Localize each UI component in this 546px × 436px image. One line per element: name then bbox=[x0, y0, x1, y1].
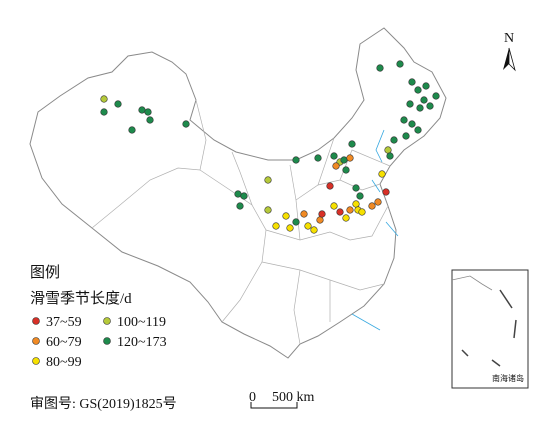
ski-resort-point bbox=[282, 212, 290, 220]
ski-resort-point bbox=[318, 210, 326, 218]
ski-resort-point bbox=[286, 224, 294, 232]
legend-subtitle: 滑雪季节长度/d bbox=[30, 290, 132, 307]
ski-resort-point bbox=[384, 146, 392, 154]
legend-item: 37~59 bbox=[46, 315, 82, 330]
ski-resort-point bbox=[264, 206, 272, 214]
ski-resort-point bbox=[348, 140, 356, 148]
ski-resort-point bbox=[396, 60, 404, 68]
ski-resort-point bbox=[390, 136, 398, 144]
ski-resort-point bbox=[326, 182, 334, 190]
ski-resort-point bbox=[292, 156, 300, 164]
ski-resort-point bbox=[314, 154, 322, 162]
ski-resort-point bbox=[340, 156, 348, 164]
ski-resort-point bbox=[182, 120, 190, 128]
ski-resort-point bbox=[304, 222, 312, 230]
ski-resort-point bbox=[368, 202, 376, 210]
ski-resort-point bbox=[378, 170, 386, 178]
ski-resort-point bbox=[342, 214, 350, 222]
ski-resort-point bbox=[382, 188, 390, 196]
north-label: N bbox=[504, 31, 514, 46]
legend: 图例 滑雪季节长度/d 37~59 60~79 80~99 100~119 12… bbox=[30, 264, 167, 370]
inset: 南海诸岛 bbox=[451, 269, 529, 389]
ski-resort-point bbox=[310, 226, 318, 234]
legend-item: 80~99 bbox=[46, 355, 82, 370]
ski-resort-point bbox=[240, 192, 248, 200]
scale-end: 500 km bbox=[272, 390, 315, 405]
inset-label: 南海诸岛 bbox=[492, 373, 524, 383]
ski-resort-point bbox=[138, 106, 146, 114]
ski-resort-point bbox=[416, 104, 424, 112]
ski-resort-point bbox=[346, 154, 354, 162]
ski-resort-point bbox=[406, 100, 414, 108]
ski-resort-point bbox=[408, 120, 416, 128]
ski-resort-point bbox=[114, 100, 122, 108]
ski-resort-point bbox=[386, 152, 394, 160]
legend-title: 图例 bbox=[30, 264, 60, 281]
ski-resort-point bbox=[330, 202, 338, 210]
ski-resort-point bbox=[352, 200, 360, 208]
rivers bbox=[351, 129, 399, 331]
ski-resort-point bbox=[100, 95, 108, 103]
ski-resort-point bbox=[264, 176, 272, 184]
ski-resort-point bbox=[352, 184, 360, 192]
ski-resort-point bbox=[358, 208, 366, 216]
ski-resort-point bbox=[128, 126, 136, 134]
ski-resort-point bbox=[100, 108, 108, 116]
ski-resort-point bbox=[332, 162, 340, 170]
ski-resort-point bbox=[300, 210, 308, 218]
ski-resort-point bbox=[432, 92, 440, 100]
ski-resort-point bbox=[422, 82, 430, 90]
ski-resort-point bbox=[316, 216, 324, 224]
ski-resort-point bbox=[356, 192, 364, 200]
north-arrow: N bbox=[503, 31, 516, 72]
legend-item: 120~173 bbox=[117, 335, 167, 350]
legend-item: 60~79 bbox=[46, 335, 82, 350]
ski-resort-point bbox=[414, 86, 422, 94]
scale-bar: 0 500 km bbox=[249, 390, 315, 409]
ski-resort-point bbox=[292, 218, 300, 226]
ski-resort-point bbox=[376, 64, 384, 72]
approval-number: 审图号: GS(2019)1825号 bbox=[30, 396, 177, 412]
ski-resort-point bbox=[374, 198, 382, 206]
ski-resort-point bbox=[146, 116, 154, 124]
ski-resort-point bbox=[272, 222, 280, 230]
ski-resort-point bbox=[234, 190, 242, 198]
ski-resort-point bbox=[420, 96, 428, 104]
scale-start: 0 bbox=[249, 390, 256, 405]
ski-resort-points bbox=[100, 60, 440, 234]
ski-resort-point bbox=[342, 166, 350, 174]
ski-resort-point bbox=[144, 108, 152, 116]
ski-resort-point bbox=[408, 78, 416, 86]
ski-resort-point bbox=[330, 152, 338, 160]
ski-resort-point bbox=[414, 126, 422, 134]
ski-resort-point bbox=[402, 132, 410, 140]
province-borders bbox=[91, 99, 391, 345]
ski-resort-point bbox=[400, 116, 408, 124]
legend-item: 100~119 bbox=[117, 315, 166, 330]
ski-resort-point bbox=[236, 202, 244, 210]
ski-resort-point bbox=[336, 208, 344, 216]
ski-resort-point bbox=[346, 206, 354, 214]
ski-resort-point bbox=[426, 102, 434, 110]
